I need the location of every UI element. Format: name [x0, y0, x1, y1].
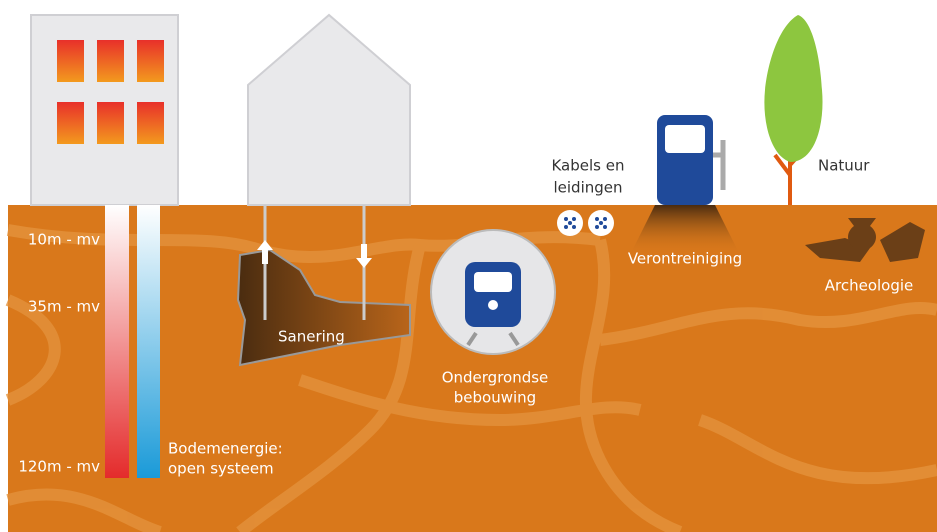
- pollution: [630, 205, 740, 255]
- train-light: [488, 300, 498, 310]
- arrow-down: [356, 244, 372, 268]
- archeologie-label: Archeologie: [825, 277, 914, 295]
- cables: [557, 210, 614, 236]
- ondergrondse-label: bebouwing: [454, 389, 536, 407]
- pump-hose: [713, 140, 726, 190]
- kabels-label: leidingen: [553, 179, 622, 197]
- bodemenergie-label: open systeem: [168, 460, 274, 478]
- sanering-label: Sanering: [278, 328, 345, 346]
- rails: [466, 331, 520, 347]
- ondergrondse-label: Ondergrondse: [442, 369, 549, 387]
- tree-crown: [764, 15, 823, 162]
- depth-label: 120m - mv: [18, 458, 100, 476]
- pump-screen: [665, 125, 705, 153]
- sanering-area: [236, 248, 411, 367]
- cold-pipe: [137, 205, 160, 478]
- verontreiniging-label: Verontreiniging: [628, 250, 742, 268]
- depth-label: 35m - mv: [28, 298, 100, 316]
- natuur-label: Natuur: [818, 157, 870, 175]
- train-window: [474, 272, 512, 292]
- bodemenergie-label: Bodemenergie:: [168, 440, 283, 458]
- arrow-up: [257, 240, 273, 264]
- pots: [805, 218, 925, 262]
- house: [247, 13, 411, 206]
- train: [465, 262, 521, 327]
- kabels-label: Kabels en: [551, 157, 624, 175]
- hot-pipe: [105, 205, 129, 478]
- depth-label: 10m - mv: [28, 231, 100, 249]
